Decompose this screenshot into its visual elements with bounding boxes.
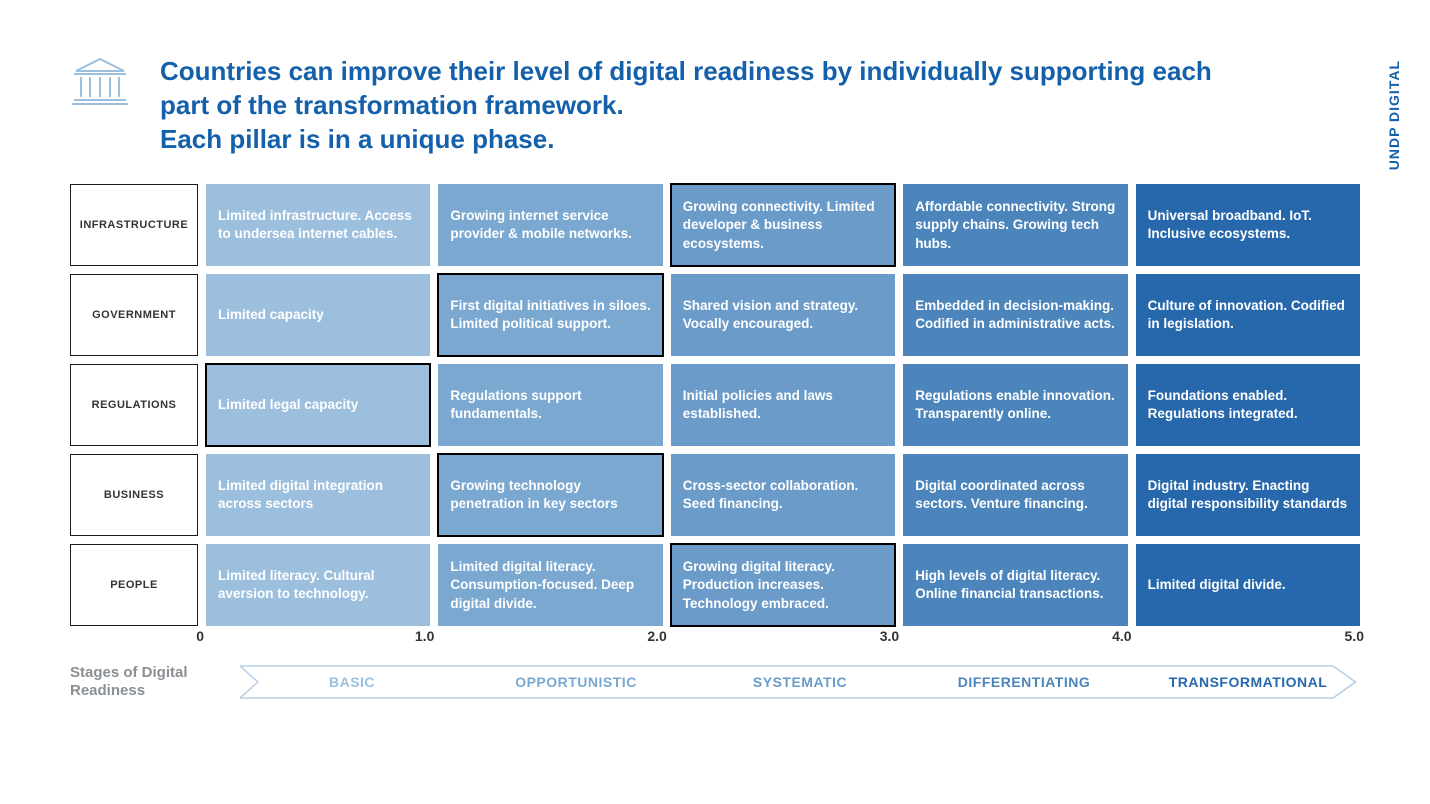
axis-tick: 0 (196, 628, 204, 644)
matrix-cell: Embedded in decision-making. Codified in… (903, 274, 1127, 356)
matrix-cell: Growing connectivity. Limited developer … (671, 184, 895, 266)
stages-arrow: BASICOPPORTUNISTICSYSTEMATICDIFFERENTIAT… (240, 660, 1360, 704)
matrix-cell: Affordable connectivity. Strong supply c… (903, 184, 1127, 266)
matrix-cell: First digital initiatives in siloes. Lim… (438, 274, 662, 356)
brand-vertical: UNDP DIGITAL (1386, 60, 1402, 170)
matrix-cell: Limited digital divide. (1136, 544, 1360, 626)
matrix-cell: Limited legal capacity (206, 364, 430, 446)
readiness-matrix: INFRASTRUCTURELimited infrastructure. Ac… (70, 184, 1360, 626)
stage-label: DIFFERENTIATING (912, 674, 1136, 690)
pillar-label: REGULATIONS (70, 364, 198, 446)
matrix-cell: Digital coordinated across sectors. Vent… (903, 454, 1127, 536)
pillar-label: INFRASTRUCTURE (70, 184, 198, 266)
stage-label: BASIC (240, 674, 464, 690)
stages-row: Stages of Digital Readiness BASICOPPORTU… (70, 660, 1360, 704)
matrix-cell: Regulations enable innovation. Transpare… (903, 364, 1127, 446)
matrix-cell: Limited digital literacy. Consumption-fo… (438, 544, 662, 626)
matrix-cell: High levels of digital literacy. Online … (903, 544, 1127, 626)
matrix-cell: Cross-sector collaboration. Seed financi… (671, 454, 895, 536)
axis-tick: 4.0 (903, 628, 1127, 650)
matrix-cell: Culture of innovation. Codified in legis… (1136, 274, 1360, 356)
stage-label: SYSTEMATIC (688, 674, 912, 690)
stage-label: TRANSFORMATIONAL (1136, 674, 1360, 690)
matrix-cell: Limited infrastructure. Access to unders… (206, 184, 430, 266)
header: Countries can improve their level of dig… (70, 55, 1360, 156)
matrix-cell: Growing internet service provider & mobi… (438, 184, 662, 266)
institution-icon (70, 55, 130, 107)
matrix-cell: Digital industry. Enacting digital respo… (1136, 454, 1360, 536)
matrix-cell: Growing technology penetration in key se… (438, 454, 662, 536)
pillar-label: BUSINESS (70, 454, 198, 536)
pillar-label: PEOPLE (70, 544, 198, 626)
matrix-cell: Universal broadband. IoT. Inclusive ecos… (1136, 184, 1360, 266)
matrix-cell: Limited literacy. Cultural aversion to t… (206, 544, 430, 626)
matrix-cell: Limited digital integration across secto… (206, 454, 430, 536)
axis-ticks: 01.0 2.0 3.0 4.0 5.0 (70, 628, 1360, 650)
axis-tick: 3.0 (671, 628, 895, 650)
pillar-label: GOVERNMENT (70, 274, 198, 356)
stage-label: OPPORTUNISTIC (464, 674, 688, 690)
matrix-cell: Foundations enabled. Regulations integra… (1136, 364, 1360, 446)
stages-axis-label: Stages of Digital Readiness (70, 664, 240, 702)
matrix-cell: Regulations support fundamentals. (438, 364, 662, 446)
matrix-cell: Initial policies and laws established. (671, 364, 895, 446)
matrix-cell: Shared vision and strategy. Vocally enco… (671, 274, 895, 356)
axis-tick: 5.0 (1136, 628, 1360, 650)
axis-tick: 1.0 (206, 628, 430, 650)
page-title: Countries can improve their level of dig… (160, 55, 1260, 156)
matrix-cell: Growing digital literacy. Production inc… (671, 544, 895, 626)
matrix-cell: Limited capacity (206, 274, 430, 356)
axis-tick: 2.0 (438, 628, 662, 650)
